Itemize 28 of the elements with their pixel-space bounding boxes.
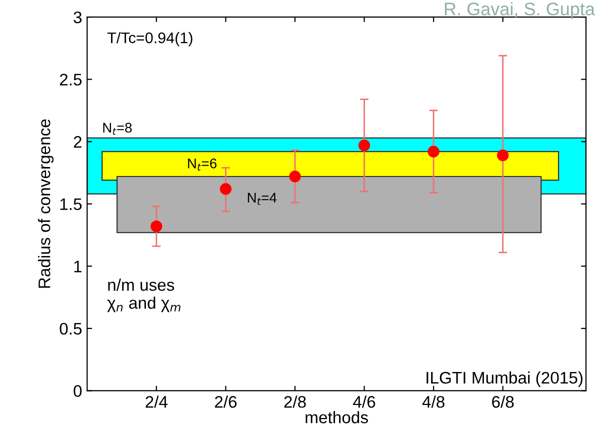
point [150,220,162,232]
annotation: R. Gavai, S. Gupta [444,2,595,19]
x-tick-label: 4/6 [353,396,376,408]
point [358,140,370,152]
y-tick-label: 3 [74,11,82,24]
band-label: N$_{t}$=4 [248,192,277,205]
x-tick-label: 2/4 [146,396,168,408]
band-label: N$_{t}$=6 [188,158,216,171]
y-tick-label: 2.5 [60,74,82,86]
x-tick-label: 2/6 [214,396,237,408]
point [496,149,509,162]
x-tick-label: 2/8 [284,396,306,408]
point [428,146,440,158]
annotation: ILGTI Mumbai (2015) [426,371,582,387]
x-axis-title: methods [306,411,368,424]
y-tick-label: 0.5 [60,322,82,335]
y-tick-label: 0 [74,385,82,397]
y-axis-title: Radius of convergence [38,119,54,288]
y-tick-label: 1 [74,260,82,272]
x-tick-label: 6/8 [492,396,514,408]
band-label: N$_{t}$=8 [103,122,132,135]
annotation: n/m uses χ$_{n}$ and χ$_{m}$ [107,278,180,312]
point [220,183,232,195]
x-tick-label: 4/8 [422,396,444,408]
annotation: T/Tc=0.94(1) [107,32,192,46]
y-tick-label: 1.5 [60,198,82,210]
y-tick-label: 2 [74,136,82,148]
point [289,170,301,182]
